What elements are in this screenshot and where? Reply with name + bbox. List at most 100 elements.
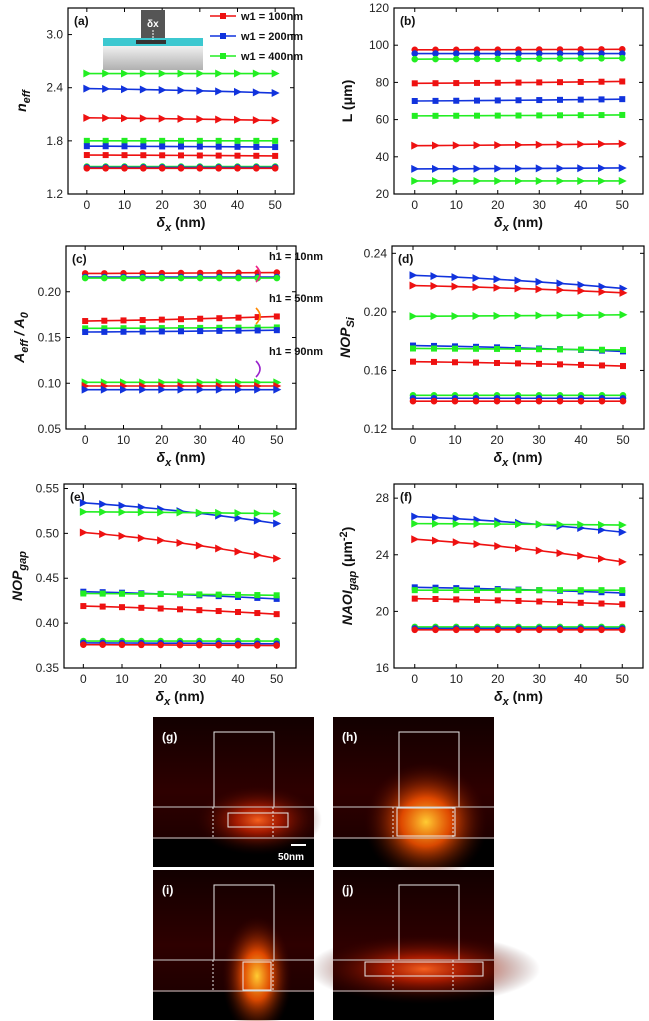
legend-text: w1 = 200nm (240, 31, 303, 43)
square-marker (140, 152, 147, 159)
square-marker (473, 359, 479, 366)
y-tick-label: 0.20 (38, 285, 62, 299)
triangle-marker (81, 385, 90, 394)
square-marker (139, 317, 146, 324)
square-marker (159, 152, 166, 159)
triangle-marker (234, 547, 243, 556)
triangle-marker (452, 141, 461, 150)
series-4 (83, 137, 279, 144)
circle-marker (556, 50, 564, 57)
circle-marker (452, 626, 460, 634)
square-marker (494, 345, 500, 352)
triangle-marker (121, 85, 129, 94)
square-marker (158, 325, 165, 332)
field-panel-label: (i) (162, 883, 173, 897)
triangle-marker (452, 164, 461, 173)
x-tick-label: 0 (411, 672, 418, 686)
triangle-marker (598, 311, 607, 320)
triangle-marker (157, 508, 166, 517)
triangle-marker (514, 284, 523, 293)
x-tick-label: 10 (118, 198, 132, 212)
square-marker (197, 315, 204, 322)
chart-panel-5: 0 10 20 30 40 500.350.400.450.500.55(e)δx (nm… (9, 481, 297, 708)
circle-marker (216, 274, 223, 282)
circle-marker (598, 55, 605, 62)
triangle-marker (618, 163, 627, 172)
series-line (83, 531, 277, 560)
square-marker (411, 587, 418, 594)
x-tick-label: 20 (154, 672, 168, 686)
y-tick-label: 100 (369, 38, 389, 52)
triangle-marker (535, 311, 544, 320)
circle-marker (254, 642, 261, 649)
square-marker (599, 362, 605, 369)
circle-marker (177, 274, 185, 282)
triangle-marker (99, 507, 108, 516)
circle-marker (140, 165, 147, 172)
square-marker (536, 112, 543, 119)
field-maps: (g) 50nm (h) (i) (j) (153, 717, 541, 1021)
triangle-marker (493, 311, 502, 320)
square-marker (620, 363, 626, 370)
triangle-marker (619, 310, 628, 319)
square-marker (178, 137, 184, 144)
square-marker (453, 80, 460, 87)
square-marker (254, 592, 261, 599)
triangle-marker (494, 520, 503, 529)
y-axis-label: NAOIgap (μm-2) (338, 527, 359, 626)
x-tick-label: 20 (490, 433, 504, 447)
square-marker (494, 587, 501, 594)
circle-marker (619, 397, 627, 405)
triangle-marker (137, 508, 146, 517)
strip-outline (242, 961, 272, 991)
triangle-marker (158, 114, 167, 123)
field-hotspot (363, 761, 489, 883)
series-8 (411, 163, 627, 173)
triangle-marker (452, 176, 461, 185)
triangle-marker (100, 385, 109, 394)
x-tick-label: 0 (80, 672, 87, 686)
circle-marker (411, 50, 419, 57)
y-tick-label: 0.16 (364, 363, 388, 377)
triangle-marker (195, 541, 204, 550)
circle-marker (452, 50, 460, 57)
square-marker (273, 327, 280, 334)
y-tick-label: 40 (376, 150, 390, 164)
triangle-marker (411, 176, 420, 185)
square-marker (473, 345, 479, 352)
triangle-marker (409, 312, 418, 321)
circle-marker (102, 165, 109, 172)
square-marker (619, 78, 626, 85)
triangle-marker (252, 88, 261, 97)
series-2 (83, 84, 280, 98)
square-marker (410, 345, 416, 352)
square-marker (272, 152, 279, 159)
substrate (103, 46, 203, 70)
circle-marker (83, 165, 91, 172)
square-marker (557, 361, 563, 368)
x-tick-label: 20 (491, 672, 505, 686)
square-marker (158, 316, 165, 323)
circle-marker (556, 626, 564, 634)
triangle-marker (535, 285, 544, 294)
triangle-marker (158, 69, 167, 78)
circle-marker (138, 641, 145, 649)
circle-marker (81, 274, 89, 282)
triangle-marker (535, 520, 544, 529)
circle-marker (411, 55, 419, 63)
triangle-marker (83, 113, 92, 122)
circle-marker (409, 397, 417, 405)
square-marker (599, 346, 605, 353)
field-map-1: (g) 50nm (153, 717, 322, 867)
triangle-marker (515, 544, 523, 553)
triangle-marker (273, 519, 282, 528)
field-panel-label: (j) (342, 883, 353, 897)
circle-marker (99, 641, 106, 649)
triangle-marker (577, 164, 586, 173)
triangle-marker (234, 69, 242, 78)
triangle-marker (254, 385, 263, 394)
circle-marker (618, 54, 626, 62)
x-tick-label: 10 (115, 672, 129, 686)
circle-marker (535, 626, 543, 634)
square-marker (121, 143, 128, 150)
